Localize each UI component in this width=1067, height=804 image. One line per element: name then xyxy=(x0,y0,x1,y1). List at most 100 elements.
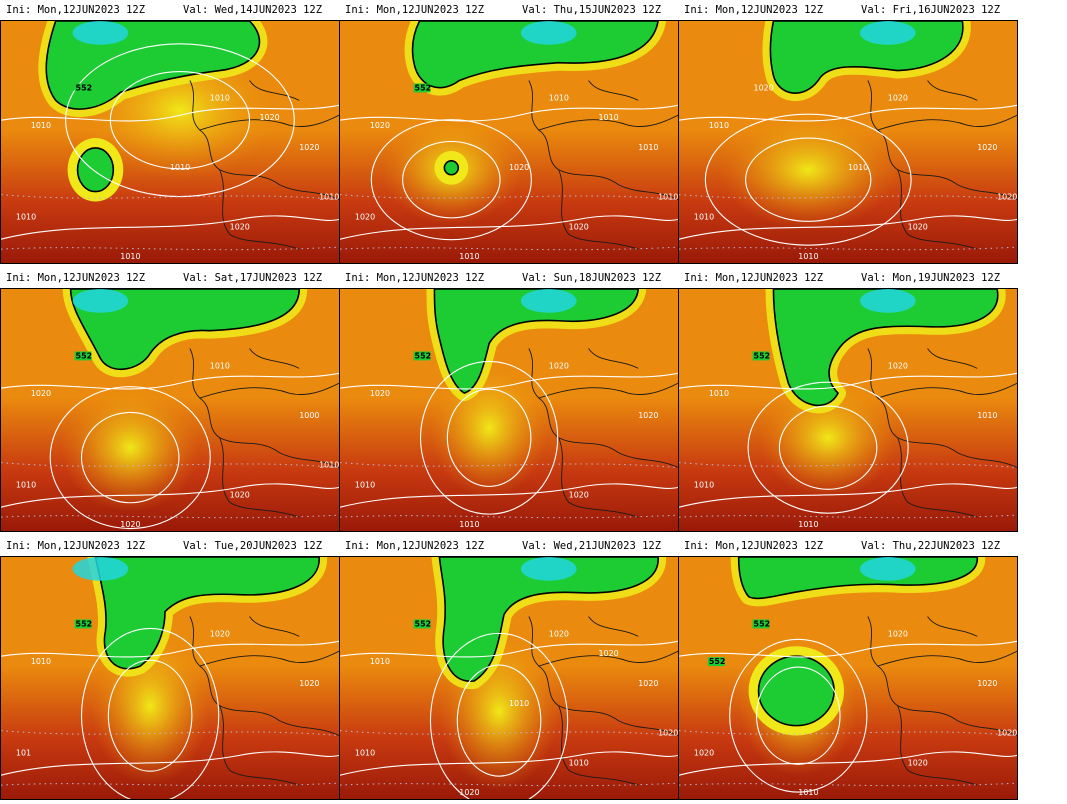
contour-label-box xyxy=(74,83,92,93)
coastlines xyxy=(528,80,678,250)
forecast-panel: Ini: Mon,12JUN2023 12Z Val: Fri,16JUN2023… xyxy=(678,0,1018,268)
coastlines xyxy=(528,348,678,518)
isobars xyxy=(1,372,339,530)
coastlines xyxy=(867,80,1017,250)
contour-label: 1010 xyxy=(120,252,140,261)
contour-label: 1020 xyxy=(370,121,390,130)
upper-trough xyxy=(769,21,964,94)
contour-label: 1010 xyxy=(31,657,51,666)
coastlines xyxy=(867,616,1017,786)
init-time-label: Ini: Mon,12JUN2023 12Z xyxy=(6,4,146,16)
init-time-label: Ini: Mon,12JUN2023 12Z xyxy=(6,272,146,284)
init-time-label: Ini: Mon,12JUN2023 12Z xyxy=(345,272,485,284)
contour-label: 1020 xyxy=(754,83,774,92)
ridge-area xyxy=(718,110,898,230)
isobars xyxy=(679,104,1017,246)
contour-label-box xyxy=(413,619,431,629)
contour-label: 552 xyxy=(76,619,93,628)
contour-label: 1020 xyxy=(908,758,928,767)
valid-time-label: Val: Wed,21JUN2023 12Z xyxy=(522,540,662,552)
panel-header: Ini: Mon,12JUN2023 12Z Val: Wed,14JUN2023… xyxy=(0,0,340,20)
valid-time-label: Val: Thu,22JUN2023 12Z xyxy=(861,540,1001,552)
contour-label: 1010 xyxy=(598,113,618,122)
contour-label: 1010 xyxy=(848,163,868,172)
map-graphic: 552 1010 1010 1020 1010 1010 1020 1010 1010 1020 xyxy=(1,21,339,263)
forecast-map: 552 1020 1020 1020 1010 1010 1020 xyxy=(339,288,679,532)
coastlines xyxy=(528,616,678,786)
map-graphic: 552 1020 1020 1020 1010 1010 1020 xyxy=(340,289,678,531)
contour-label: 1020 xyxy=(658,729,678,738)
map-graphic: 1020 1020 1010 1020 1010 1010 1020 1020 1010 xyxy=(679,21,1017,263)
panel-header: Ini: Mon,12JUN2023 12Z Val: Sat,17JUN2023… xyxy=(0,268,340,288)
forecast-panel: Ini: Mon,12JUN2023 12Z Val: Sat,17JUN2023… xyxy=(0,268,340,536)
contour-label: 1020 xyxy=(569,222,589,231)
contour-label-box xyxy=(413,351,431,361)
contour-label: 1010 xyxy=(798,520,818,529)
thickness-lines xyxy=(1,194,339,251)
contour-label: 552 xyxy=(415,351,432,360)
thickness-lines xyxy=(340,194,678,251)
contour-label: 1020 xyxy=(210,629,230,638)
contour-label-box xyxy=(413,83,431,93)
contour-label: 1020 xyxy=(908,222,928,231)
isobars xyxy=(340,360,678,515)
contour-label: 552 xyxy=(415,619,432,628)
contour-label: 1020 xyxy=(638,679,658,688)
contour-label: 1010 xyxy=(694,480,714,489)
init-time-label: Ini: Mon,12JUN2023 12Z xyxy=(345,540,485,552)
contour-label: 1020 xyxy=(459,788,479,797)
isobars xyxy=(1,627,339,799)
forecast-map: 552 1020 1010 1020 101 xyxy=(0,556,340,800)
contour-label: 552 xyxy=(754,619,771,628)
valid-time-label: Val: Sat,17JUN2023 12Z xyxy=(183,272,323,284)
thickness-lines xyxy=(679,730,1017,787)
contour-label: 1010 xyxy=(549,93,569,102)
forecast-map: 1020 1020 1010 1020 1010 1010 1020 1020 1010 xyxy=(678,20,1018,264)
panel-header: Ini: Mon,12JUN2023 12Z Val: Sun,18JUN2023… xyxy=(339,268,679,288)
cutoff-low xyxy=(76,147,115,193)
contour-label: 1010 xyxy=(977,411,997,420)
contour-label-box xyxy=(752,619,770,629)
contour-label-box xyxy=(707,657,725,667)
contour-label: 552 xyxy=(76,83,93,92)
contour-label: 1010 xyxy=(170,163,190,172)
contour-label: 1010 xyxy=(709,389,729,398)
map-graphic: 552 1010 1020 1010 1020 1010 1020 1010 1020 1010 xyxy=(340,21,678,263)
panel-header: Ini: Mon,12JUN2023 12Z Val: Thu,15JUN2023… xyxy=(339,0,679,20)
deep-low-core xyxy=(859,557,916,581)
contour-label: 1020 xyxy=(638,411,658,420)
contour-label: 1020 xyxy=(569,490,589,499)
contour-label: 552 xyxy=(754,351,771,360)
thickness-lines xyxy=(340,462,678,519)
contour-label: 1010 xyxy=(370,657,390,666)
upper-trough xyxy=(433,289,640,395)
isobars xyxy=(1,43,339,240)
deep-low-core xyxy=(859,21,916,45)
forecast-map: 552 1020 1010 1020 1010 1020 1010 1020 1010 1020 xyxy=(339,556,679,800)
deep-low-core xyxy=(520,289,577,313)
panel-header: Ini: Mon,12JUN2023 12Z Val: Thu,22JUN2023… xyxy=(678,536,1018,556)
panel-header: Ini: Mon,12JUN2023 12Z Val: Tue,20JUN2023… xyxy=(0,536,340,556)
contour-label: 1010 xyxy=(459,252,479,261)
forecast-panel: Ini: Mon,12JUN2023 12Z Val: Wed,14JUN2023… xyxy=(0,0,340,268)
valid-time-label: Val: Mon,19JUN2023 12Z xyxy=(861,272,1001,284)
thickness-lines xyxy=(679,194,1017,251)
contour-label: 1020 xyxy=(888,93,908,102)
deep-low-core xyxy=(520,21,577,45)
contour-label: 1020 xyxy=(31,389,51,398)
thickness-lines xyxy=(340,730,678,787)
contour-label: 1010 xyxy=(16,212,36,221)
thickness-lines xyxy=(1,462,339,519)
contour-label: 1010 xyxy=(658,193,678,202)
isobars xyxy=(340,104,678,241)
contour-label: 552 xyxy=(415,83,432,92)
map-graphic: 552 1020 1010 1010 1010 1010 xyxy=(679,289,1017,531)
init-time-label: Ini: Mon,12JUN2023 12Z xyxy=(6,540,146,552)
contour-label: 1010 xyxy=(319,461,339,470)
upper-trough xyxy=(94,557,320,670)
forecast-map: 552 1020 552 1020 1020 1010 1020 1020 xyxy=(678,556,1018,800)
contour-label: 1020 xyxy=(120,520,140,529)
contour-label: 1010 xyxy=(355,480,375,489)
contour-label: 1020 xyxy=(230,222,250,231)
contour-label: 1010 xyxy=(569,758,589,767)
